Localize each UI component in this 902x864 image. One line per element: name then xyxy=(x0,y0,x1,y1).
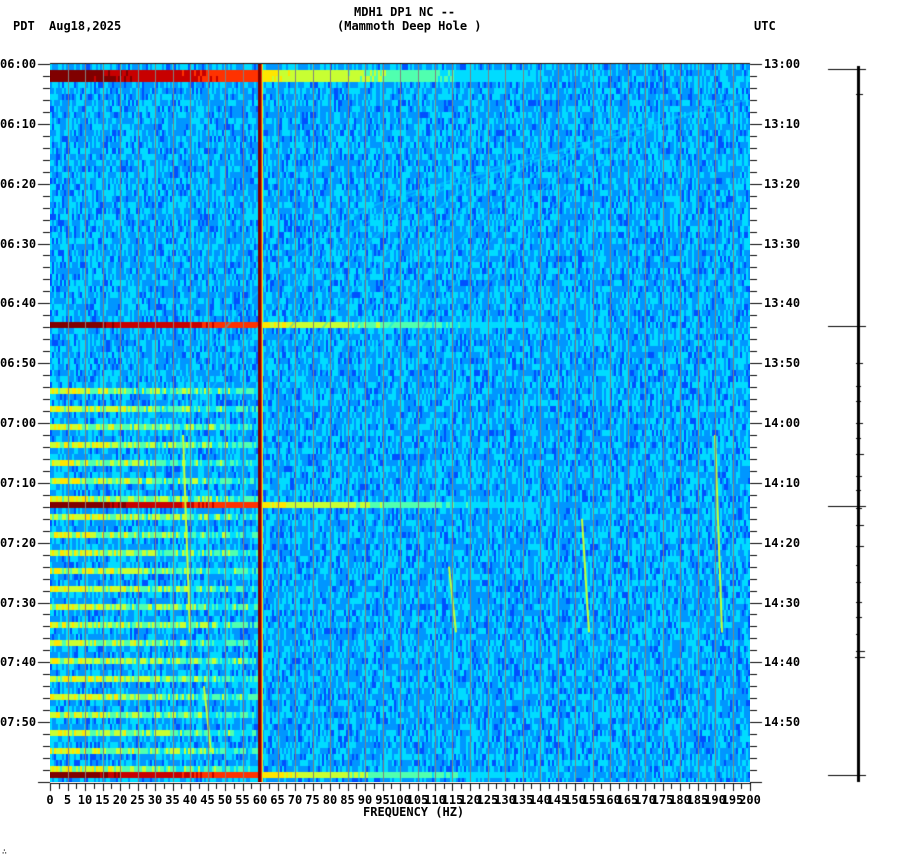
x-tick-label: 165 xyxy=(616,793,639,807)
y-tick-label-right: 14:30 xyxy=(764,595,801,610)
y-tick-label-left: 06:50 xyxy=(0,356,37,371)
x-tick-label: 45 xyxy=(200,793,215,807)
y-tick-label-right: 13:10 xyxy=(764,116,801,131)
x-tick-label: 190 xyxy=(704,793,726,807)
y-tick-label-left: 07:50 xyxy=(0,715,37,730)
x-tick-label: 20 xyxy=(112,793,128,807)
x-tick-label: 0 xyxy=(46,793,54,807)
y-tick-label-left: 07:40 xyxy=(0,655,37,670)
x-tick-label: 60 xyxy=(252,793,268,807)
x-tick-label: 10 xyxy=(77,793,93,807)
x-tick-label: 200 xyxy=(739,793,761,807)
y-tick-label-left: 06:40 xyxy=(0,296,37,311)
x-tick-label: 25 xyxy=(130,793,145,807)
x-tick-label: 195 xyxy=(721,793,744,807)
x-tick-label: 90 xyxy=(357,793,373,807)
x-tick-label: 30 xyxy=(147,793,163,807)
x-tick-label: 155 xyxy=(581,793,604,807)
x-tick-label: 140 xyxy=(529,793,551,807)
x-tick-label: 185 xyxy=(686,793,709,807)
x-tick-label: 15 xyxy=(95,793,110,807)
x-tick-label: 145 xyxy=(546,793,569,807)
x-tick-label: 120 xyxy=(459,793,481,807)
y-tick-label-right: 14:40 xyxy=(764,655,801,670)
x-tick-label: 35 xyxy=(165,793,180,807)
y-tick-label-left: 06:00 xyxy=(0,57,37,71)
y-tick-label-right: 13:20 xyxy=(764,176,801,191)
y-tick-label-left: 07:00 xyxy=(0,416,37,430)
y-tick-label-right: 14:10 xyxy=(764,475,801,490)
x-tick-label: 175 xyxy=(651,793,674,807)
x-tick-label: 115 xyxy=(441,793,464,807)
x-tick-label: 100 xyxy=(389,793,411,807)
y-tick-label-left: 07:10 xyxy=(0,475,37,490)
x-tick-label: 170 xyxy=(634,793,656,807)
x-tick-label: 95 xyxy=(375,793,390,807)
x-tick-label: 105 xyxy=(406,793,429,807)
x-tick-label: 80 xyxy=(322,793,338,807)
x-tick-label: 110 xyxy=(424,793,446,807)
x-tick-label: 40 xyxy=(182,793,198,807)
x-tick-label: 150 xyxy=(564,793,586,807)
y-tick-label-right: 13:00 xyxy=(764,57,801,71)
y-tick-label-left: 07:20 xyxy=(0,535,37,550)
x-tick-label: 85 xyxy=(340,793,355,807)
y-tick-label-right: 14:20 xyxy=(764,535,801,550)
y-tick-label-left: 06:30 xyxy=(0,236,37,251)
x-tick-label: 135 xyxy=(511,793,534,807)
corner-mark: ∴ xyxy=(2,847,7,856)
x-tick-label: 180 xyxy=(669,793,691,807)
x-tick-label: 65 xyxy=(270,793,285,807)
x-tick-label: 125 xyxy=(476,793,499,807)
x-axis-title: FREQUENCY (HZ) xyxy=(363,805,465,819)
x-tick-label: 5 xyxy=(63,793,72,807)
y-tick-label-right: 14:00 xyxy=(764,416,801,430)
y-tick-label-left: 06:20 xyxy=(0,176,37,191)
y-tick-label-right: 14:50 xyxy=(764,715,801,730)
x-tick-label: 70 xyxy=(287,793,303,807)
x-tick-label: 160 xyxy=(599,793,621,807)
y-tick-label-right: 13:30 xyxy=(764,236,801,251)
y-tick-label-right: 13:50 xyxy=(764,356,801,371)
x-tick-label: 75 xyxy=(305,793,320,807)
y-tick-label-left: 07:30 xyxy=(0,595,37,610)
y-tick-label-left: 06:10 xyxy=(0,116,37,131)
y-tick-label-right: 13:40 xyxy=(764,296,801,311)
x-tick-label: 130 xyxy=(494,793,516,807)
x-tick-label: 55 xyxy=(235,793,250,807)
x-tick-label: 50 xyxy=(217,793,233,807)
